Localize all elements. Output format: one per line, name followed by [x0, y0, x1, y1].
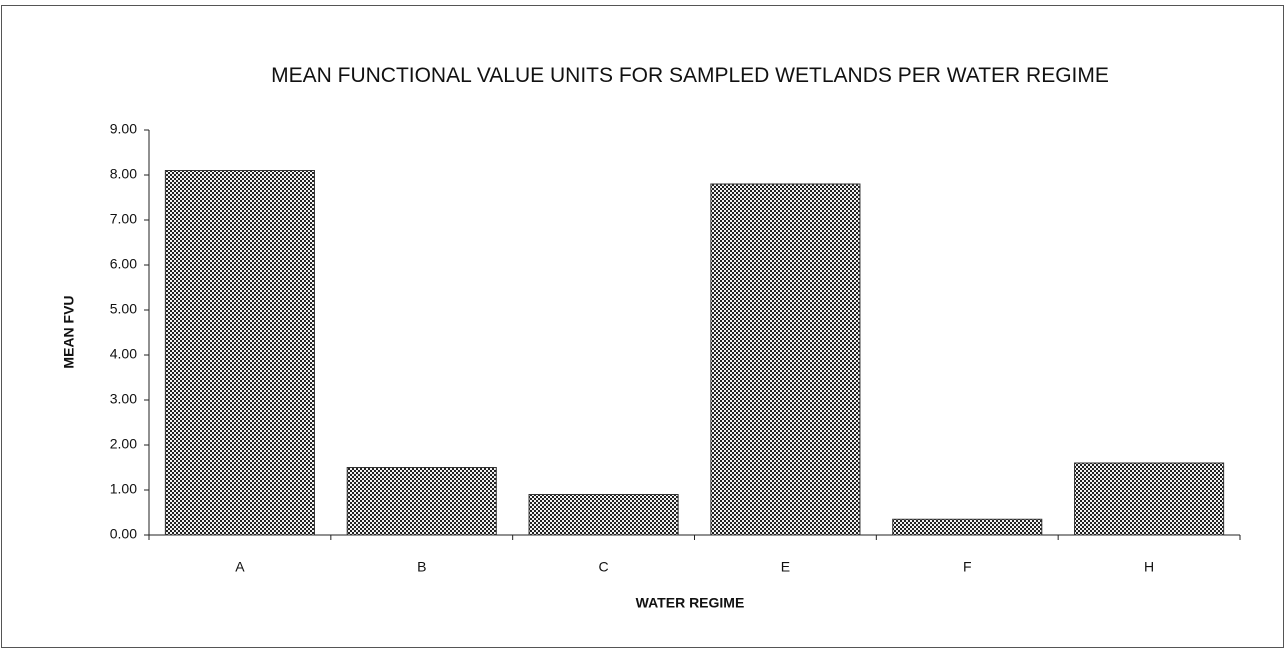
x-tick-label: B — [417, 559, 426, 575]
y-tick-label: 3.00 — [110, 391, 137, 407]
y-tick-label: 2.00 — [110, 436, 137, 452]
y-axis-label: MEAN FVU — [61, 295, 77, 368]
y-tick-label: 7.00 — [110, 211, 137, 227]
bar — [892, 518, 1043, 536]
x-tick-label: H — [1144, 559, 1154, 575]
bar — [1074, 462, 1225, 536]
x-tick-label: E — [781, 559, 790, 575]
x-tick-label: C — [599, 559, 609, 575]
bar — [528, 494, 679, 536]
x-axis-label: WATER REGIME — [636, 595, 745, 611]
y-tick-label: 5.00 — [110, 301, 137, 317]
bar — [346, 467, 497, 536]
x-tick-label: F — [963, 559, 972, 575]
y-tick-label: 1.00 — [110, 481, 137, 497]
y-tick-label: 6.00 — [110, 256, 137, 272]
x-tick-label: A — [235, 559, 245, 575]
y-tick-label: 8.00 — [110, 166, 137, 182]
chart-frame — [1, 5, 1284, 648]
chart-title: MEAN FUNCTIONAL VALUE UNITS FOR SAMPLED … — [271, 64, 1109, 87]
bar — [710, 183, 861, 536]
y-tick-label: 4.00 — [110, 346, 137, 362]
y-tick-label: 0.00 — [110, 526, 137, 542]
y-tick-label: 9.00 — [110, 121, 137, 137]
bar — [164, 170, 315, 536]
